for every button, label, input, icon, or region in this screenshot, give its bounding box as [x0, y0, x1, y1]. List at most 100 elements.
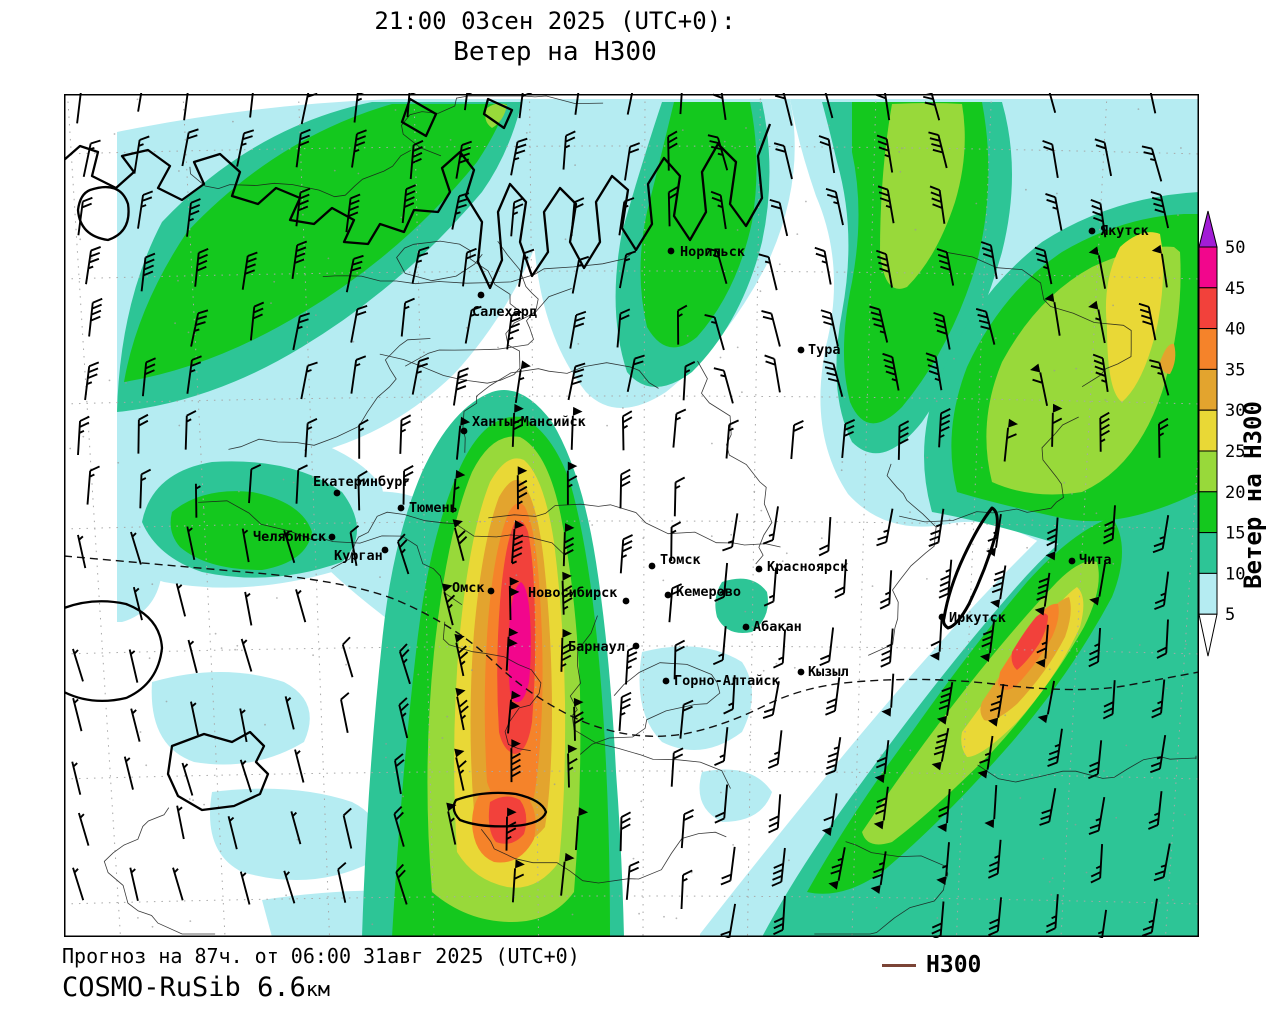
wind-barb — [626, 93, 645, 115]
wind-barb — [1039, 788, 1057, 826]
wind-barb — [401, 184, 417, 224]
wind-barb — [1154, 571, 1170, 611]
wind-barb — [1051, 403, 1063, 447]
island — [400, 97, 438, 138]
model-unit: км — [305, 977, 330, 1001]
wind-barb — [761, 310, 781, 347]
wind-barb — [239, 708, 248, 743]
wind-barb — [181, 762, 194, 796]
city: Курган — [334, 546, 389, 564]
wind-barb — [710, 93, 727, 121]
wind-barb — [181, 128, 199, 167]
city-dot — [397, 504, 405, 512]
colorbar-tick: 15 — [1225, 524, 1245, 544]
wind-barb — [77, 812, 90, 846]
city-dot — [648, 562, 656, 570]
wind-barb — [990, 565, 1007, 608]
wind-barb — [300, 361, 318, 400]
wind-barb — [399, 414, 412, 454]
wind-barb — [190, 309, 209, 347]
wind-barb — [123, 756, 134, 790]
wind-barb — [876, 508, 894, 547]
city-label: Новосибирск — [528, 585, 617, 601]
wind-barb — [505, 627, 519, 671]
wind-barb — [411, 357, 430, 395]
wind-barb — [937, 789, 951, 832]
city: Екатеринбург — [313, 474, 411, 497]
wind-barb — [409, 140, 424, 180]
colorbar-box — [1198, 572, 1218, 615]
wind-barb — [455, 140, 472, 179]
map-legend: H300 — [882, 952, 981, 978]
wind-barb — [240, 638, 253, 672]
wind-barb — [72, 648, 84, 682]
lake-zaysan — [452, 791, 548, 828]
city-dot — [460, 427, 468, 435]
wind-barb — [236, 129, 255, 167]
wind-barb — [828, 847, 846, 890]
wind-barb — [239, 759, 253, 793]
wind-barb — [670, 521, 682, 562]
city: Омск — [452, 580, 495, 596]
wind-barb — [1141, 145, 1163, 182]
wind-barb — [821, 793, 838, 836]
wind-barb — [931, 728, 950, 771]
city-label: Горно-Алтайск — [674, 673, 780, 689]
wind-barb — [668, 583, 683, 623]
wind-barb — [395, 863, 408, 905]
wind-barb — [773, 895, 786, 936]
wind-barb — [77, 196, 93, 236]
city-label: Екатеринбург — [313, 474, 411, 490]
wind-barb — [1030, 363, 1049, 406]
colorbar-tick: 40 — [1225, 320, 1245, 340]
wind-barb — [1042, 139, 1059, 179]
wind-barb — [1047, 728, 1063, 768]
wind-barb — [462, 247, 477, 287]
wind-barb — [190, 701, 199, 736]
wind-barb — [1158, 417, 1169, 458]
legend-line-swatch — [882, 963, 916, 967]
wind-barb — [773, 93, 793, 126]
city-label: Абакан — [753, 619, 802, 635]
wind-barb — [712, 626, 727, 666]
wind-barb — [676, 304, 688, 345]
colorbar-box — [1198, 532, 1218, 574]
wind-barb — [1150, 191, 1170, 229]
colorbar-box — [1198, 287, 1218, 330]
legend-label: H300 — [926, 952, 982, 978]
wind-barb — [72, 867, 85, 901]
wind-barb — [398, 697, 409, 739]
wind-barb — [938, 408, 951, 448]
city: Ханты-Мансийск — [460, 414, 586, 435]
graticule-lines — [64, 93, 1199, 938]
city: Якутск — [1088, 223, 1149, 239]
wind-barb — [140, 252, 156, 292]
city-label: Ханты-Мансийск — [472, 414, 586, 430]
wind-barb — [569, 310, 587, 349]
wind-barb — [928, 508, 945, 547]
wind-barb — [398, 643, 411, 685]
wind-barb — [1149, 359, 1170, 396]
wind-barb — [773, 629, 787, 669]
wind-barb — [841, 418, 856, 458]
wind-barb — [834, 559, 847, 599]
wind-barb — [790, 419, 804, 460]
city-label: Норильск — [680, 244, 745, 260]
wind-barb — [85, 246, 101, 285]
wind-barb — [86, 465, 100, 505]
wind-barb — [881, 673, 895, 717]
wind-barb — [574, 93, 590, 115]
wind-barb — [624, 142, 641, 181]
colorbar-tick: 45 — [1225, 279, 1245, 299]
wind-barb — [186, 355, 202, 394]
wind-barb — [290, 811, 302, 845]
wind-barb — [172, 867, 184, 901]
wind-barb — [452, 519, 468, 562]
wind-barb — [184, 410, 197, 450]
wind-barb — [764, 354, 781, 393]
wind-barb — [763, 567, 778, 607]
wind-barb — [625, 860, 640, 900]
city-dot — [797, 668, 805, 676]
colorbar: 5 10 15 20 25 30 35 40 45 50 Ветер на H300 — [1198, 210, 1267, 657]
wind-barb — [175, 583, 187, 617]
